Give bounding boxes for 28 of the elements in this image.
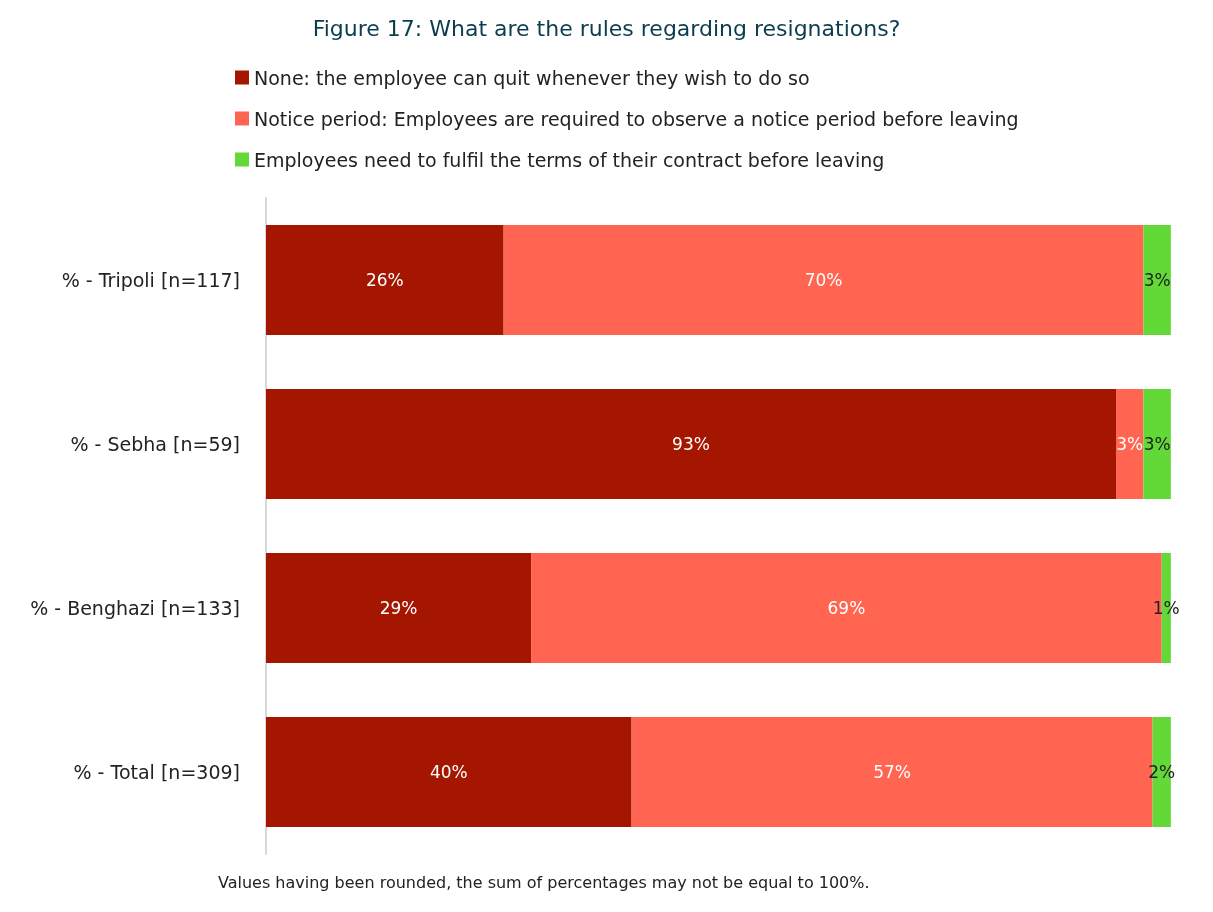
bar — [266, 389, 1117, 499]
data-label: 40% — [429, 762, 468, 782]
data-label: 1% — [1152, 598, 1180, 618]
y-tick-label: % - Tripoli [n=117] — [61, 269, 240, 291]
data-label: 70% — [804, 270, 843, 290]
bar — [503, 225, 1144, 335]
data-label: 3% — [1116, 434, 1144, 454]
data-label: 3% — [1143, 270, 1171, 290]
bar — [266, 225, 504, 335]
bar — [1143, 389, 1171, 499]
bar — [1143, 225, 1171, 335]
y-tick-label: % - Sebha [n=59] — [70, 433, 240, 455]
bar — [266, 717, 632, 827]
data-label: 3% — [1143, 434, 1171, 454]
data-label: 93% — [672, 434, 710, 454]
y-tick-label: % - Benghazi [n=133] — [30, 597, 240, 619]
data-label: 57% — [873, 762, 911, 782]
text: Values having been rounded, the sum of percentages may not be equal to 100%. — [218, 872, 870, 892]
data-label: 29% — [379, 598, 418, 618]
bar — [266, 553, 532, 663]
data-label: 26% — [365, 270, 404, 290]
bar — [1116, 389, 1144, 499]
legend-label: Notice period: Employees are required to observe a notice period before leaving — [254, 107, 1019, 130]
chart-title: Figure 17: What are the rules regarding resignations? — [312, 15, 901, 41]
y-tick-label: % - Total [n=309] — [73, 761, 240, 783]
data-label: 69% — [827, 598, 866, 618]
legend-label: None: the employee can quit whenever they wish to do so — [254, 66, 810, 89]
legend-label: Employees need to fulfil the terms of their contract before leaving — [254, 148, 885, 171]
